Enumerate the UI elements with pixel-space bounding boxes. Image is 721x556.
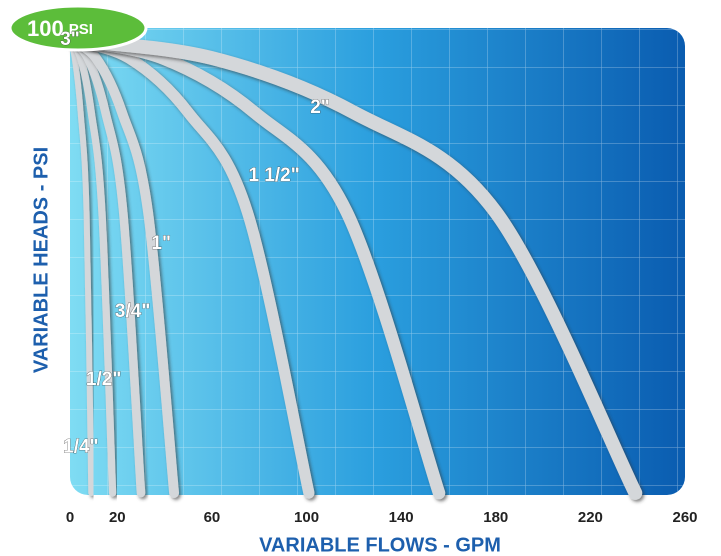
y-tick-unit: PSI (69, 21, 93, 38)
pipe-curve (65, 35, 146, 498)
y-axis-title: VARIABLE HEADS - PSI (30, 147, 52, 373)
legend-label: 3/4" (115, 301, 150, 322)
pipe-curve (65, 35, 180, 498)
plot-grid (70, 28, 685, 495)
legend-label: 2" (310, 97, 330, 118)
pipe-curve (64, 34, 315, 499)
psi-badge (8, 4, 148, 52)
x-tick-label: 180 (483, 509, 508, 526)
x-tick-label: 100 (294, 509, 319, 526)
x-tick-label: 140 (389, 509, 414, 526)
x-tick-label: 0 (66, 509, 74, 526)
x-tick-label: 260 (672, 509, 697, 526)
legend-label: 1/2" (86, 369, 121, 390)
y-tick-value: 100 (27, 16, 64, 41)
legend-label: 1/4" (63, 437, 98, 458)
x-axis-title: VARIABLE FLOWS - GPM (259, 534, 501, 556)
legend-label: 1" (151, 233, 171, 254)
x-tick-label: 220 (578, 509, 603, 526)
pipe-curve (66, 36, 117, 497)
legend-label: 1 1/2" (248, 165, 299, 186)
pipe-curve (63, 33, 643, 500)
y-tick-label: 100 PSI (27, 16, 93, 41)
x-tick-label: 20 (109, 509, 126, 526)
pipe-curve (67, 37, 95, 496)
x-tick-label: 60 (204, 509, 221, 526)
legend-label: 3" (60, 29, 80, 50)
